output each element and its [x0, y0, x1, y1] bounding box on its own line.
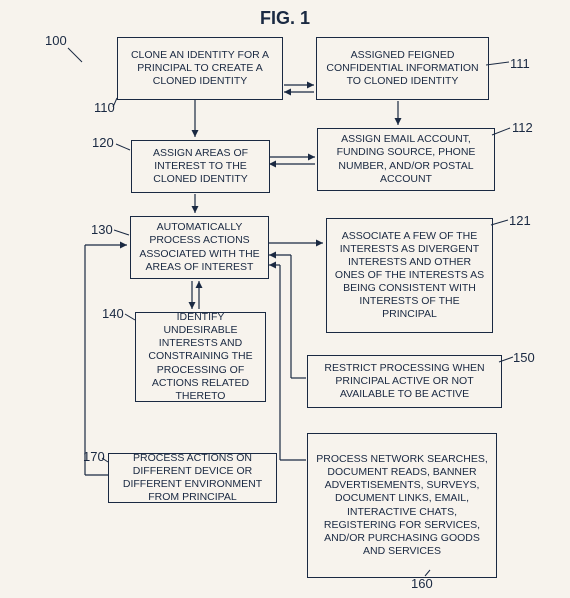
figure-title: FIG. 1	[260, 8, 310, 29]
ref-160: 160	[411, 576, 433, 591]
ref-100: 100	[45, 33, 67, 48]
box-140: IDENTIFY UNDESIRABLE INTERESTS AND CONST…	[135, 312, 266, 402]
box-130: AUTOMATICALLY PROCESS ACTIONS ASSOCIATED…	[130, 216, 269, 279]
box-121-text: ASSOCIATE A FEW OF THE INTERESTS AS DIVE…	[333, 230, 486, 322]
box-121: ASSOCIATE A FEW OF THE INTERESTS AS DIVE…	[326, 218, 493, 333]
box-170-text: PROCESS ACTIONS ON DIFFERENT DEVICE OR D…	[115, 452, 270, 505]
ref-111: 111	[510, 56, 530, 71]
box-150-text: RESTRICT PROCESSING WHEN PRINCIPAL ACTIV…	[314, 362, 495, 401]
ref-150: 150	[513, 350, 535, 365]
box-112: ASSIGN EMAIL ACCOUNT, FUNDING SOURCE, PH…	[317, 128, 495, 191]
box-111-text: ASSIGNED FEIGNED CONFIDENTIAL INFORMATIO…	[323, 49, 482, 88]
ref-140: 140	[102, 306, 124, 321]
ref-121: 121	[509, 213, 531, 228]
ref-112: 112	[512, 120, 533, 135]
ref-110: 110	[94, 100, 115, 115]
box-170: PROCESS ACTIONS ON DIFFERENT DEVICE OR D…	[108, 453, 277, 503]
box-111: ASSIGNED FEIGNED CONFIDENTIAL INFORMATIO…	[316, 37, 489, 100]
box-110: CLONE AN IDENTITY FOR A PRINCIPAL TO CRE…	[117, 37, 283, 100]
box-110-text: CLONE AN IDENTITY FOR A PRINCIPAL TO CRE…	[124, 49, 276, 88]
box-130-text: AUTOMATICALLY PROCESS ACTIONS ASSOCIATED…	[137, 221, 262, 274]
ref-170: 170	[83, 449, 105, 464]
box-112-text: ASSIGN EMAIL ACCOUNT, FUNDING SOURCE, PH…	[324, 133, 488, 186]
box-140-text: IDENTIFY UNDESIRABLE INTERESTS AND CONST…	[142, 311, 259, 403]
ref-120: 120	[92, 135, 114, 150]
box-160: PROCESS NETWORK SEARCHES, DOCUMENT READS…	[307, 433, 497, 578]
box-160-text: PROCESS NETWORK SEARCHES, DOCUMENT READS…	[314, 453, 490, 558]
ref-130: 130	[91, 222, 113, 237]
box-120-text: ASSIGN AREAS OF INTEREST TO THE CLONED I…	[138, 147, 263, 186]
box-150: RESTRICT PROCESSING WHEN PRINCIPAL ACTIV…	[307, 355, 502, 408]
box-120: ASSIGN AREAS OF INTEREST TO THE CLONED I…	[131, 140, 270, 193]
